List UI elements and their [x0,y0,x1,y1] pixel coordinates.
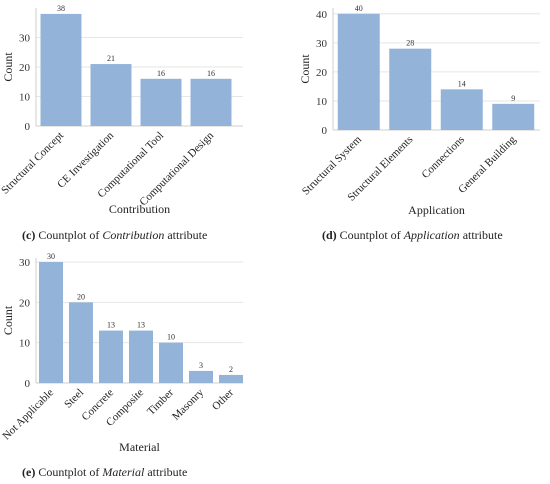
caption-e-post: attribute [144,465,188,479]
xtick-label: Masonry [170,386,206,422]
bar [129,330,153,383]
data-label: 3 [199,361,203,370]
caption-e-italic: Material [102,465,145,479]
xtick-label: Other [210,386,236,412]
caption-d-post: attribute [459,228,503,242]
bar [90,64,132,126]
bar [440,89,483,130]
ytick-label: 30 [19,33,31,45]
data-label: 40 [355,4,363,13]
caption-e-pre: Countplot of [38,465,103,479]
caption-c-post: attribute [164,228,208,242]
xtick-label: Structural Concept [0,130,66,197]
bar [389,48,432,130]
y-axis-label: Count [1,305,15,335]
caption-c-pre: Countplot of [38,228,103,242]
bar [337,13,380,130]
caption-c: (c) Countplot of Contribution attribute [22,228,207,243]
bar [39,262,63,383]
data-label: 10 [167,333,175,342]
ytick-label: 30 [19,257,31,269]
bar [40,13,82,126]
ytick-label: 40 [316,9,328,21]
data-label: 9 [511,94,515,103]
xtick-label: Not Applicable [0,387,56,443]
data-label: 2 [229,365,233,374]
y-axis-label: Count [1,52,15,82]
caption-d: (d) Countplot of Application attribute [322,228,503,243]
xtick-label: Connections [419,134,466,181]
xtick-label: Steel [62,387,86,411]
x-axis-label: Material [119,440,160,454]
y-axis-label: Count [298,54,312,84]
ytick-label: 20 [19,297,31,309]
caption-d-label: (d) [322,228,337,242]
ytick-label: 10 [19,338,31,350]
data-label: 28 [406,39,414,48]
bar [140,78,182,126]
caption-d-pre: Countplot of [339,228,404,242]
caption-c-italic: Contribution [102,228,165,242]
data-label: 16 [157,69,165,78]
data-label: 13 [107,321,115,330]
ytick-label: 0 [322,125,328,137]
data-label: 38 [57,4,65,13]
ytick-label: 20 [19,62,31,74]
data-label: 21 [107,54,115,63]
bar [99,330,123,383]
x-axis-label: Contribution [109,202,170,216]
caption-d-italic: Application [403,228,460,242]
bar [189,370,213,383]
bar [492,103,535,130]
bar [159,342,183,383]
x-axis-label: Application [408,203,465,217]
data-label: 30 [47,252,55,261]
data-label: 20 [77,292,85,301]
ytick-label: 0 [25,121,31,133]
ytick-label: 0 [25,378,31,390]
ytick-label: 30 [316,38,328,50]
bar [219,374,243,383]
caption-c-label: (c) [22,228,36,242]
ytick-label: 20 [316,67,328,79]
caption-e-label: (e) [22,465,36,479]
data-label: 14 [458,79,466,88]
caption-e: (e) Countplot of Material attribute [22,465,187,480]
ytick-label: 10 [316,96,328,108]
ytick-label: 10 [19,92,31,104]
bar [69,302,93,383]
data-label: 13 [137,321,145,330]
data-label: 16 [207,69,215,78]
bar [190,78,232,126]
